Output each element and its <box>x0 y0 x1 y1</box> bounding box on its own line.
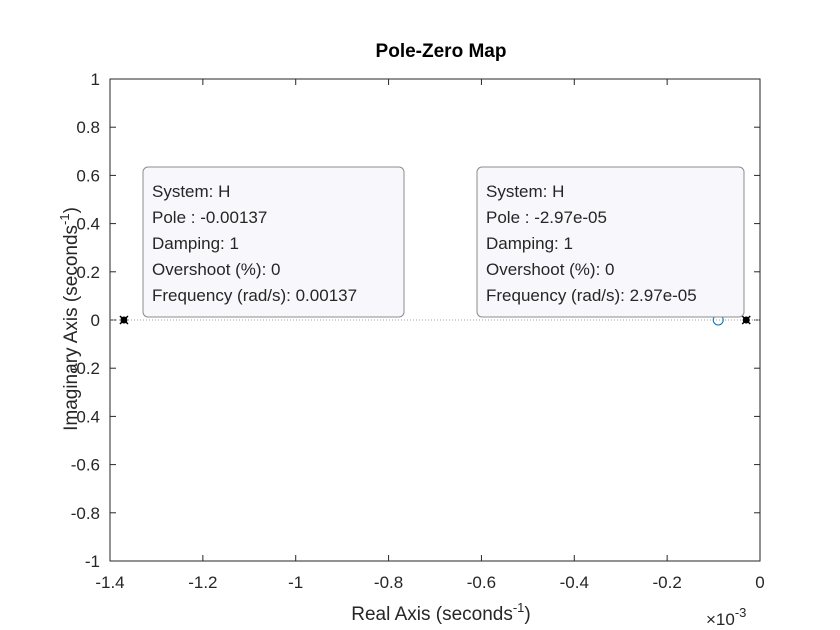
datatip-line: Overshoot (%): 0 <box>152 260 281 279</box>
x-axis-title-superscript: -1 <box>513 600 525 615</box>
y-tick-label: -0.8 <box>71 504 100 523</box>
datatip[interactable]: System: H Pole : -0.00137 Damping: 1 Oversh… <box>142 166 405 318</box>
datatip-line: Overshoot (%): 0 <box>486 260 615 279</box>
y-tick-label: -0.2 <box>71 359 100 378</box>
datatip-box <box>142 166 405 318</box>
datatip-line: System: H <box>486 182 564 201</box>
y-tick-label: -0.4 <box>71 407 100 426</box>
datatip-box <box>476 166 745 318</box>
y-tick-label: 0 <box>91 311 100 330</box>
y-tick-label: 0.2 <box>76 263 100 282</box>
pole-datatip-anchor <box>742 316 750 324</box>
x-tick-label: 0 <box>755 573 764 592</box>
y-tick-label: 0.4 <box>76 215 100 234</box>
datatip-line: Pole : -2.97e-05 <box>486 208 607 227</box>
x-axis-exponent-label: ×10-3 <box>706 605 746 629</box>
y-axis-title: Imaginary Axis (seconds-1) <box>57 207 82 431</box>
x-axis-title-main: Real Axis (seconds <box>351 604 513 625</box>
y-tick-label: -0.6 <box>71 456 100 475</box>
y-tick-label: 0.8 <box>76 118 100 137</box>
x-tick-label: -0.2 <box>652 573 681 592</box>
x-tick-label: -0.6 <box>467 573 496 592</box>
x-axis-title: Real Axis (seconds-1) <box>351 600 530 625</box>
y-tick-label: 1 <box>91 70 100 89</box>
x-tick-label: -0.4 <box>560 573 589 592</box>
axes-box <box>109 78 761 562</box>
tick-layer: -1.4 -1.2 -1 -0.8 -0.6 -0.4 -0.2 0 -1 -0.8 -0.6 -0.… <box>71 70 765 592</box>
pole-datatip-anchor <box>120 316 128 324</box>
datatip-line: System: H <box>152 182 230 201</box>
datatip-line: Damping: 1 <box>486 234 573 253</box>
datatip-line: Frequency (rad/s): 0.00137 <box>152 286 357 305</box>
datatip[interactable]: System: H Pole : -2.97e-05 Damping: 1 Overs… <box>476 166 745 318</box>
y-tick-label: 0.6 <box>76 166 100 185</box>
x-tick-label: -1 <box>288 573 303 592</box>
x-axis-exponent-power: -3 <box>735 605 747 620</box>
x-tick-label: -1.4 <box>95 573 124 592</box>
pole-marker[interactable] <box>741 315 751 325</box>
datatip-layer: System: H Pole : -0.00137 Damping: 1 Oversh… <box>142 166 745 318</box>
x-axis-title-close: ) <box>524 604 530 625</box>
datatip-line: Pole : -0.00137 <box>152 208 267 227</box>
pole-marker[interactable] <box>119 315 129 325</box>
x-axis-exponent-base: ×10 <box>706 610 735 629</box>
x-tick-label: -0.8 <box>374 573 403 592</box>
y-axis-title-close: ) <box>61 207 82 213</box>
chart-title: Pole-Zero Map <box>376 41 507 62</box>
y-tick-label: -1 <box>85 552 100 571</box>
x-tick-label: -1.2 <box>188 573 217 592</box>
datatip-line: Damping: 1 <box>152 234 239 253</box>
y-axis-title-superscript: -1 <box>57 213 72 225</box>
y-axis-title-main: Imaginary Axis (seconds <box>61 225 82 431</box>
datatip-line: Frequency (rad/s): 2.97e-05 <box>486 286 697 305</box>
